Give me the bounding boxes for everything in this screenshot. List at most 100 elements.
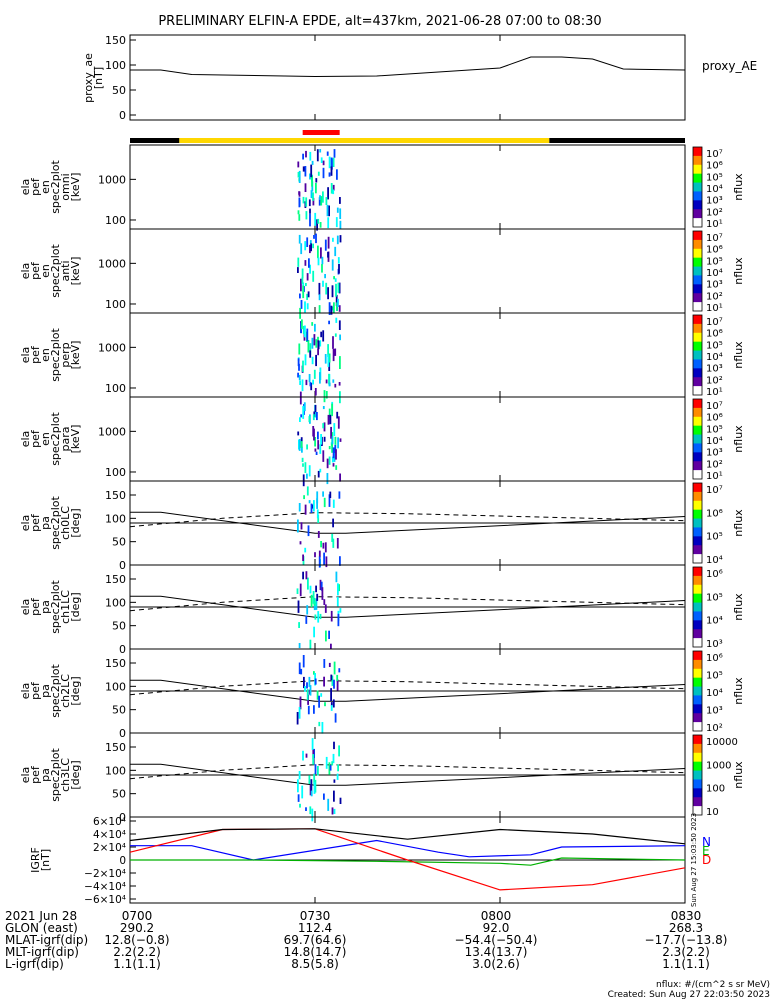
spectrogram-pixel [337, 257, 340, 264]
spectrogram-pixel [337, 416, 340, 429]
spectrogram-pixel [315, 233, 317, 244]
spectrogram-pixel [338, 584, 340, 592]
spectrogram-pixel [328, 382, 331, 387]
orbit-cell: 2.2(2.2) [113, 945, 161, 959]
y-axis-label-line: ela [19, 347, 32, 364]
spectrogram-pixel [329, 491, 332, 498]
colorbar-tick-label: 10³ [706, 706, 723, 717]
colorbar-segment [693, 302, 702, 312]
spectrogram-pixel [318, 282, 321, 296]
colorbar-segment [693, 155, 702, 166]
spectrogram-pixel [297, 431, 300, 436]
colorbar-segment [693, 713, 702, 723]
spectrogram-pixel [320, 581, 323, 591]
spectrogram-pixel [324, 542, 327, 553]
spectrogram-pixel [338, 382, 341, 386]
spectrogram-pixel [314, 404, 317, 413]
orbit-row-label: L-igrf(dip) [5, 957, 64, 971]
colorbar-tick-label: 10⁵ [706, 532, 723, 543]
y-axis-label-line: spec2plot [49, 412, 62, 466]
spectrogram-pixel [311, 356, 314, 365]
colorbar-segment [693, 629, 702, 639]
spectrogram-pixel [314, 552, 316, 558]
colorbar-tick-label: 10⁴ [706, 688, 723, 699]
spectrogram-pixel [318, 197, 321, 206]
colorbar-tick-label: 10¹ [706, 219, 723, 230]
spectrogram-pixel [311, 322, 314, 326]
colorbar-tick-label: 10⁷ [706, 317, 723, 328]
spectrogram-pixel [331, 306, 334, 311]
spectrogram-pixel [335, 465, 338, 470]
spectrogram-pixel [313, 626, 315, 638]
spectrogram-pixel [315, 183, 317, 194]
spectrogram-pixel [331, 761, 334, 766]
spectrogram-pixel [298, 622, 300, 628]
spectrogram-pixel [304, 325, 306, 338]
orbit-cell: 12.8(−0.8) [104, 933, 169, 947]
colorbar-segment [693, 452, 702, 462]
colorbar-segment [693, 761, 702, 772]
colorbar-segment [693, 182, 702, 192]
spectrogram-pixel [313, 705, 315, 714]
y-axis-label-line: en [39, 432, 52, 446]
spectrogram-pixel [315, 339, 318, 348]
spectrogram-pixel [322, 191, 324, 203]
spectrogram-pixel [305, 807, 307, 811]
spectrogram-pixel [332, 518, 334, 528]
spectrogram-pixel [335, 571, 338, 583]
igrf-series-e [130, 857, 686, 866]
spectrogram-pixel [336, 674, 339, 681]
y-tick-label: 100 [105, 466, 126, 479]
spectrogram-pixel [320, 434, 322, 445]
colorbar-tick-label: 10 [706, 807, 719, 818]
spectrogram-pixel [309, 806, 312, 815]
spectrogram-pixel [334, 348, 337, 356]
spectrogram-pixel [303, 402, 306, 412]
colorbar-segment [693, 686, 702, 696]
spectrogram-pixel [320, 247, 322, 259]
spectrogram-pixel [297, 779, 299, 793]
spectrogram-pixel [297, 358, 300, 367]
spectrogram-pixel [326, 458, 329, 469]
y-axis-label-line: pef [29, 429, 42, 448]
spectrogram-pixel [332, 189, 335, 195]
orbit-cell: −54.4(−50.4) [455, 933, 538, 947]
science-zone-marker [302, 130, 340, 135]
colorbar-tick-label: 10⁶ [706, 245, 723, 256]
colorbar-segment [693, 491, 702, 502]
colorbar-tick-label: 10⁷ [706, 149, 723, 160]
anti-loss-cone-line [129, 680, 686, 696]
spectrogram-pixel [302, 406, 305, 419]
spectrogram-pixel [331, 443, 333, 453]
colorbar-segment [693, 266, 702, 276]
spectrogram-pixel [330, 702, 333, 706]
spectrogram-pixel [301, 785, 304, 799]
spectrogram-pixel [304, 183, 307, 192]
spectrogram-pixel [335, 317, 338, 323]
y-axis-label-line: pa [39, 684, 52, 698]
colorbar-segment [693, 584, 702, 595]
y-axis-label-line: omni [59, 173, 72, 200]
spectrogram-pixel [313, 500, 315, 512]
spectrogram-pixel [305, 571, 308, 580]
spectrogram-pixel [321, 587, 324, 600]
spectrogram-pixel [318, 294, 321, 301]
spectrogram-pixel [317, 611, 320, 623]
colorbar-tick-label: 10⁶ [706, 508, 723, 519]
spectrogram-pixel [309, 685, 312, 696]
spectrogram-pixel [332, 463, 335, 467]
spectrogram-pixel [314, 678, 317, 685]
spectrogram-pixel [305, 211, 308, 220]
spectrogram-pixel [302, 360, 304, 372]
spectrogram-pixel [299, 380, 301, 385]
y-axis-label-line: ela [19, 767, 32, 784]
spectrogram-pixel [297, 794, 300, 802]
y-axis-label-line: spec2plot [49, 244, 62, 298]
spectrogram-pixel [301, 277, 304, 284]
colorbar-segment [693, 593, 702, 604]
colorbar-segment [693, 509, 702, 520]
spectrogram-pixel [306, 473, 308, 479]
colorbar-frame [692, 650, 703, 732]
spectrogram-pixel [328, 353, 331, 363]
